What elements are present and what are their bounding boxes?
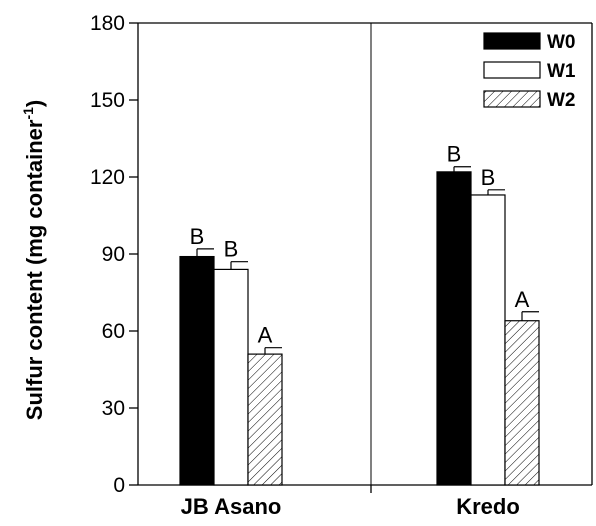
y-tick-label: 150 xyxy=(90,89,125,112)
y-axis-title: Sulfur content (mg container-1) xyxy=(20,100,47,420)
bar-w0-1 xyxy=(436,171,472,486)
bar-w1-0 xyxy=(213,268,249,486)
significance-letter: B xyxy=(224,237,239,262)
svg-text:Sulfur content (mg container-1: Sulfur content (mg container-1) xyxy=(20,100,47,420)
x-category-label: JB Asano xyxy=(181,494,282,519)
y-axis-title-superscript: -1 xyxy=(20,107,36,120)
legend-label-w0: W0 xyxy=(547,32,576,53)
bar-w0-0 xyxy=(179,255,215,486)
legend-swatch-w0 xyxy=(483,32,541,50)
y-tick-label: 90 xyxy=(102,243,125,266)
significance-letter: A xyxy=(258,323,273,348)
bar-w2-1 xyxy=(504,320,540,486)
x-category-label: Kredo xyxy=(456,494,520,519)
y-axis-title-close: ) xyxy=(22,100,47,107)
bar-w2-0 xyxy=(247,353,283,486)
y-tick-label: 60 xyxy=(102,320,125,343)
y-tick-label: 0 xyxy=(113,474,125,497)
significance-letter: B xyxy=(190,224,205,249)
significance-letter: B xyxy=(481,165,496,190)
significance-letter: A xyxy=(515,287,530,312)
y-axis-title-main: Sulfur content (mg container xyxy=(22,119,47,420)
y-tick-label: 30 xyxy=(102,397,125,420)
legend-label-w1: W1 xyxy=(547,61,576,82)
bar-w1-1 xyxy=(470,194,506,486)
legend-label-w2: W2 xyxy=(547,90,576,111)
y-tick-label: 120 xyxy=(90,166,125,189)
legend-swatch-w2 xyxy=(483,90,541,108)
legend-swatch-w1 xyxy=(483,61,541,79)
y-tick-label: 180 xyxy=(90,12,125,35)
significance-letter: B xyxy=(447,142,462,167)
